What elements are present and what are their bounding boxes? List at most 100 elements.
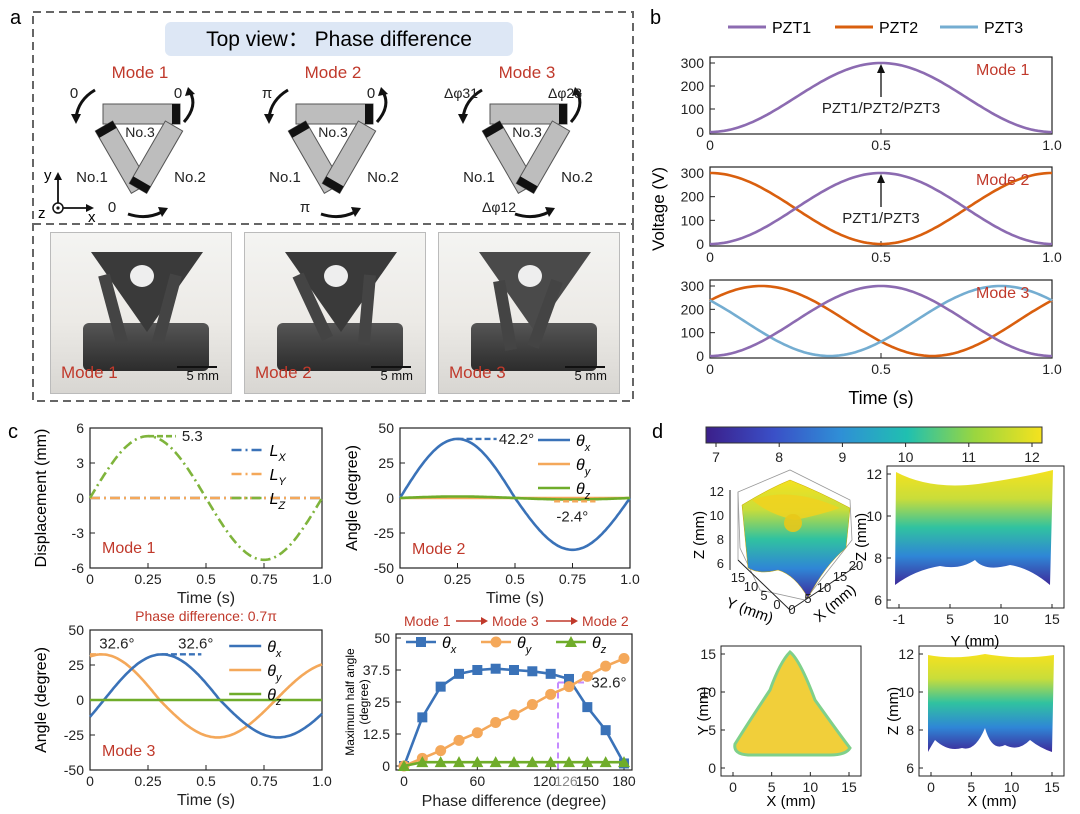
beam-label-no1: No.1 [463, 169, 495, 186]
xtick-label: 0 [396, 571, 404, 587]
data-point [527, 666, 538, 677]
data-point [581, 756, 594, 768]
time-xlabel-b: Time (s) [848, 388, 913, 408]
peak-annotation-2: 32.6° [178, 635, 213, 652]
p3d-xtick: 20 [849, 558, 863, 573]
axis-triad: y x z [38, 167, 96, 226]
voltage-subplot-1: 0 100 200 300 0 0.5 1.0 Mode 1 PZT1/PZT2/PZT3 [681, 55, 1062, 153]
p3d-ylabel: Y (mm) [724, 594, 776, 627]
data-point [564, 673, 574, 684]
series-pzt1 [710, 171, 1052, 246]
xtick-label: 1.0 [620, 571, 640, 587]
ytick-label: 12.5 [363, 726, 390, 742]
xtick-label: 1.0 [1042, 249, 1062, 265]
p3d-zlabel: Z (mm) [691, 511, 708, 559]
photo-label-1: Mode 1 [61, 363, 118, 382]
ytick-label: 0 [76, 490, 84, 506]
xtick-label: 10 [1004, 779, 1020, 795]
legend-entry: θx [267, 639, 282, 660]
ylabel-1: Maximum half angle [343, 648, 357, 756]
arrow-bottom-head [158, 207, 168, 217]
series-theta-y [89, 653, 323, 739]
xtick-label: 0.5 [196, 773, 216, 789]
pzx-xlabel: X (mm) [967, 793, 1016, 810]
arrow-left-head [264, 114, 274, 124]
pzy-xlabel: Y (mm) [951, 633, 1000, 650]
panel-label-d: d [652, 421, 663, 443]
header-mode-3: Mode 3 [492, 613, 539, 629]
data-point [471, 727, 483, 739]
arrow-right-label: Δφ23 [548, 85, 582, 101]
data-point [435, 681, 446, 692]
legend-pzt3: PZT3 [984, 20, 1023, 37]
arrow-bottom-label: 0 [108, 199, 116, 216]
ytick-label: -50 [64, 762, 84, 778]
colorbar-tick-label: 12 [1024, 449, 1040, 465]
data-point [434, 756, 447, 768]
beam-no2 [515, 120, 571, 195]
plot-title: Phase difference: 0.7π [135, 608, 277, 624]
ytick-label: -6 [72, 560, 85, 576]
xtick-label: 5 [768, 779, 776, 795]
series-pzt3 [709, 284, 1053, 358]
ytick-label: 300 [681, 278, 705, 294]
ytick-label: 100 [681, 212, 705, 228]
data-point [490, 663, 501, 674]
mode-diagram-2: Mode 2 No.3 No.1 No.2 π 0 π [262, 63, 399, 219]
series-pzt2 [710, 171, 1052, 246]
beam-no2 [128, 120, 184, 195]
xtick-label: 0.25 [444, 571, 471, 587]
ytick-label: 8 [874, 550, 882, 566]
beam-label-no3: No.3 [512, 124, 542, 140]
beam-label-no2: No.2 [367, 169, 399, 186]
xtick-label: 0.5 [871, 137, 891, 153]
legend-marker [416, 637, 426, 647]
axis-z-label: z [38, 205, 46, 222]
xtick-label: 10 [803, 779, 819, 795]
data-point [489, 756, 502, 768]
ytick-label: 5 [708, 722, 716, 738]
series-theta-x [398, 437, 632, 552]
xtick-label: 15 [1044, 611, 1060, 627]
header-arrowhead [571, 617, 578, 625]
ytick-label: 0 [382, 758, 390, 774]
mode-title: Mode 1 [112, 63, 169, 82]
data-point [582, 702, 593, 713]
series-lz [88, 434, 324, 562]
panel-label-c: c [8, 421, 18, 443]
ylabel: Displacement (mm) [33, 429, 50, 568]
arrow-left-label: Δφ31 [444, 85, 478, 101]
projection-zx-shape [928, 654, 1054, 752]
series-theta-x [89, 653, 323, 739]
data-point [563, 756, 575, 768]
min-annotation: -2.4° [556, 508, 588, 525]
voltage-subplot-3: 0 100 200 300 0 0.5 1.0 Mode 3 [681, 278, 1062, 377]
arrow-right [182, 91, 195, 123]
ytick-label: 50 [374, 630, 390, 646]
p3d-xtick: 5 [804, 591, 811, 606]
photo-scale-3: 5 mm [574, 368, 608, 383]
subplot-mode-label: Mode 1 [976, 62, 1029, 79]
annotation-arrowhead [877, 64, 885, 73]
ytick-label: 10 [898, 684, 914, 700]
legend-entry: LX [270, 443, 287, 464]
xtick-label: 0 [400, 773, 408, 789]
ytick-label: 15 [700, 646, 716, 662]
xtick-label: 60 [470, 773, 486, 789]
beam-label-no2: No.2 [561, 169, 593, 186]
xtick-label: 1.0 [1042, 361, 1062, 377]
xtick-label: 0 [706, 249, 714, 265]
beam-label-no1: No.1 [76, 169, 108, 186]
colorbar-tick-label: 7 [712, 449, 720, 465]
xtick-label: 5 [946, 611, 954, 627]
panel-label-a: a [10, 7, 22, 29]
photo-mode-2: Mode 2 5 mm [244, 232, 426, 394]
ytick-label: 0 [76, 692, 84, 708]
arrow-left-head [71, 114, 81, 124]
data-point [417, 712, 428, 723]
legend-entry: θy [267, 663, 283, 684]
legend-marker [565, 636, 577, 647]
xtick-label: 1.0 [312, 773, 332, 789]
